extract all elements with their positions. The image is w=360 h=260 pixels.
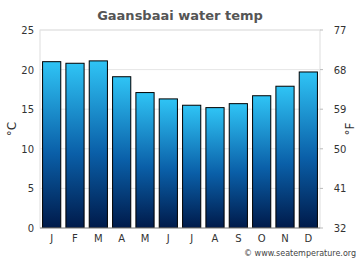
x-tick-label: F (72, 233, 78, 244)
y2-tick-label: 77 (334, 25, 347, 36)
y-tick-label: 10 (21, 144, 34, 155)
y2-axis-label: °F (343, 122, 357, 135)
bar (299, 72, 317, 228)
y2-tick (320, 188, 323, 189)
y-tick-label: 15 (21, 104, 34, 115)
y-tick-label: 25 (21, 25, 34, 36)
x-tick-label: J (189, 233, 193, 244)
x-tick-label: A (118, 233, 125, 244)
bar (183, 105, 201, 228)
bar (136, 93, 154, 228)
y2-tick-label: 50 (334, 144, 347, 155)
bar (159, 99, 177, 228)
y2-tick-label: 41 (334, 183, 347, 194)
bar (206, 108, 224, 228)
x-tick-label: O (258, 233, 266, 244)
chart: Gaansbaai water temp 0 5 10 15 20 25 32 41 50 59 68… (0, 0, 360, 260)
y2-tick (320, 109, 323, 110)
title: Gaansbaai water temp (97, 8, 263, 23)
x-tick-label: A (212, 233, 219, 244)
y-tick-label: 20 (21, 65, 34, 76)
grid-line (40, 228, 320, 229)
x-axis (40, 228, 320, 229)
y2-tick-label: 68 (334, 65, 347, 76)
source: © www.seatemperature.org (244, 249, 356, 258)
bar (43, 62, 61, 228)
plot-area (40, 30, 320, 228)
y-axis-label: °C (5, 122, 19, 136)
bar (253, 96, 271, 228)
y2-tick-label: 32 (334, 223, 347, 234)
y2-tick (320, 30, 323, 31)
x-tick-label: S (235, 233, 241, 244)
bar (276, 86, 294, 228)
y2-tick (320, 228, 323, 229)
bar (66, 63, 84, 228)
x-tick-label: J (166, 233, 170, 244)
y-tick-label: 0 (28, 223, 34, 234)
bars (43, 61, 318, 228)
y2-tick (320, 69, 323, 70)
x-tick-label: M (94, 233, 103, 244)
bar (113, 77, 131, 228)
x-tick-label: M (141, 233, 150, 244)
x-tick-label: D (304, 233, 312, 244)
x-tick-label: J (49, 233, 53, 244)
y2-tick-label: 59 (334, 104, 347, 115)
bar (229, 104, 247, 228)
grid-line (40, 30, 320, 31)
bar (89, 61, 107, 228)
x-tick-label: N (281, 233, 288, 244)
y-tick-label: 5 (28, 183, 34, 194)
y2-tick (320, 148, 323, 149)
